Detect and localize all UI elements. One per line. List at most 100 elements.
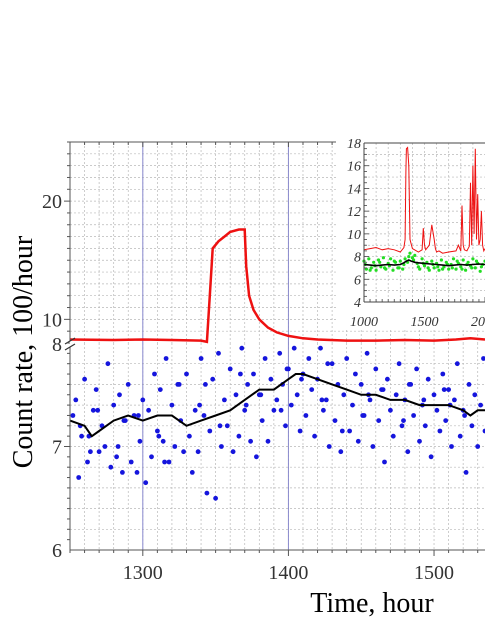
blue-data-point [271, 407, 277, 413]
blue-data-point [242, 407, 248, 413]
blue-data-point [376, 418, 382, 423]
blue-data-point [192, 407, 198, 413]
blue-data-point [370, 444, 376, 449]
lower-y-tick-label: 7 [52, 437, 62, 459]
blue-data-point [338, 449, 344, 455]
blue-data-point [278, 407, 284, 413]
blue-data-point [396, 361, 402, 367]
blue-data-point [355, 438, 361, 444]
blue-data-point [236, 433, 242, 439]
inset-background [336, 140, 485, 330]
blue-data-point [380, 387, 386, 392]
blue-data-point [405, 449, 411, 455]
inset-green-point [430, 259, 434, 263]
blue-data-point [446, 387, 451, 392]
blue-data-point [146, 407, 152, 413]
blue-data-point [166, 459, 172, 465]
blue-data-point [294, 392, 300, 398]
blue-data-point [393, 392, 399, 398]
inset-green-point [383, 266, 387, 270]
inset-green-point [381, 256, 385, 260]
blue-data-point [344, 356, 350, 361]
inset-green-point [408, 251, 412, 255]
blue-data-point [329, 361, 335, 367]
blue-data-point [238, 371, 243, 377]
inset-y-tick-label: 18 [347, 137, 361, 152]
inset-green-point [413, 253, 417, 257]
blue-data-point [184, 371, 189, 377]
inset-green-point [441, 267, 445, 271]
blue-data-point [233, 392, 239, 398]
inset-green-point [368, 268, 372, 272]
blue-data-point [157, 387, 163, 392]
lower-y-tick-label: 6 [52, 540, 62, 562]
blue-data-point [121, 418, 127, 423]
inset-chart: 4 6 8 10 12 14 16 18 1000 1500 2000 [336, 137, 485, 330]
inset-green-point [437, 268, 441, 272]
blue-data-point [441, 387, 447, 392]
blue-data-point [411, 413, 416, 418]
blue-data-point [160, 438, 166, 444]
blue-data-point [481, 356, 485, 361]
inset-green-point [454, 267, 458, 271]
blue-data-point [431, 392, 437, 398]
blue-data-point [457, 433, 463, 439]
black-moving-average-line [69, 373, 485, 438]
blue-data-point [243, 402, 249, 408]
blue-data-point [325, 361, 331, 367]
blue-data-point [204, 490, 210, 496]
blue-data-point [421, 397, 427, 403]
inset-green-point [378, 260, 382, 264]
inset-green-point [436, 265, 440, 269]
blue-data-point [312, 433, 317, 439]
inset-green-point [470, 266, 474, 270]
inset-green-point [479, 265, 483, 269]
blue-data-point [309, 387, 315, 392]
inset-green-point [420, 257, 424, 261]
blue-data-point [105, 361, 111, 367]
blue-data-point [449, 444, 454, 449]
blue-data-point [284, 366, 290, 372]
blue-data-point [197, 402, 203, 408]
blue-data-point [277, 350, 283, 356]
blue-data-point [140, 397, 146, 403]
inset-green-point [401, 267, 405, 271]
blue-data-point [143, 480, 149, 486]
blue-data-point [425, 376, 431, 382]
blue-data-point [155, 428, 160, 434]
inset-x-tick-label: 2000 [471, 315, 485, 330]
blue-data-point [85, 459, 90, 465]
inset-green-point [474, 259, 479, 263]
blue-data-point [162, 459, 168, 465]
blue-data-point [134, 470, 140, 475]
inset-green-point [397, 266, 401, 270]
y-axis-label: Count rate, 100/hour [8, 235, 39, 468]
blue-data-point [288, 402, 294, 408]
x-tick-label: 1400 [268, 562, 308, 584]
blue-data-point [428, 454, 434, 460]
axis-break-mark [64, 337, 76, 345]
blue-data-point [466, 382, 472, 387]
blue-data-point [390, 433, 396, 439]
inset-green-point [398, 259, 402, 263]
blue-data-point [399, 423, 405, 429]
blue-data-point [251, 371, 256, 377]
upper-y-tick-label: 10 [42, 309, 62, 331]
inset-y-tick-label: 6 [354, 273, 361, 288]
inset-x-tick-label: 1500 [411, 315, 439, 330]
blue-data-point [472, 392, 478, 398]
inset-green-point [464, 268, 468, 272]
inset-green-point [461, 258, 465, 262]
blue-data-point [388, 407, 393, 413]
blue-data-point [358, 382, 364, 387]
blue-data-point [367, 397, 373, 403]
blue-data-point [360, 413, 366, 418]
inset-green-point [447, 267, 451, 271]
inset-green-point [473, 266, 477, 270]
blue-data-point [422, 423, 428, 429]
inset-green-point [372, 260, 376, 264]
blue-data-point [462, 413, 467, 418]
reference-vertical-lines [142, 142, 289, 550]
inset-green-point [374, 268, 378, 272]
blue-data-point [259, 418, 265, 423]
